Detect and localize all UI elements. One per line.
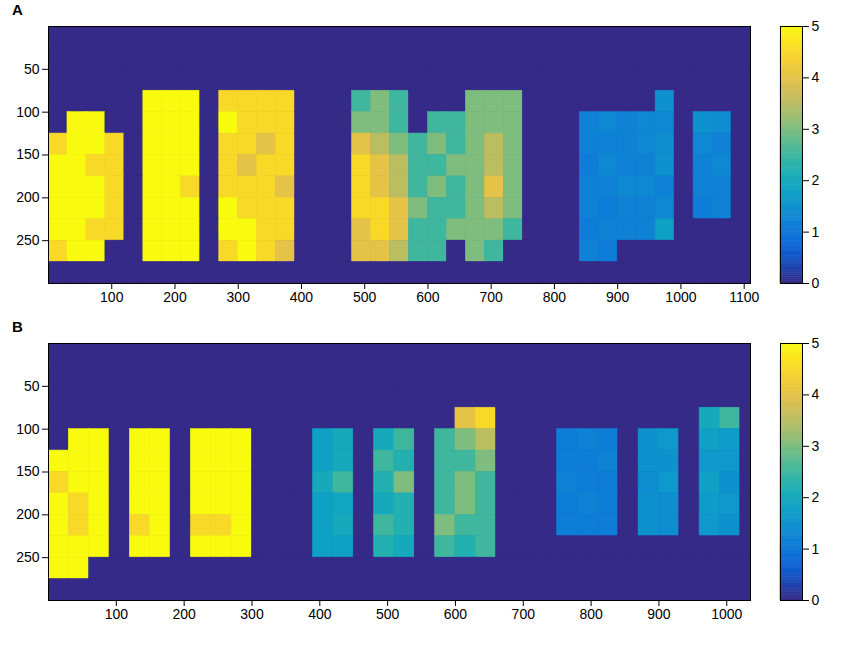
svg-text:150: 150 <box>16 463 40 479</box>
svg-text:900: 900 <box>606 289 630 305</box>
svg-text:100: 100 <box>16 421 40 437</box>
svg-text:600: 600 <box>416 289 440 305</box>
svg-text:150: 150 <box>16 146 40 162</box>
svg-text:0: 0 <box>812 592 820 608</box>
svg-text:1000: 1000 <box>711 606 742 622</box>
svg-text:600: 600 <box>444 606 468 622</box>
svg-text:5: 5 <box>812 18 820 34</box>
svg-text:4: 4 <box>812 69 820 85</box>
svg-text:50: 50 <box>24 378 40 394</box>
svg-text:400: 400 <box>308 606 332 622</box>
html-text:B: B <box>12 318 23 335</box>
svg-text:2: 2 <box>812 172 820 188</box>
svg-text:700: 700 <box>480 289 504 305</box>
svg-text:250: 250 <box>16 549 40 565</box>
svg-text:400: 400 <box>290 289 314 305</box>
svg-text:200: 200 <box>172 606 196 622</box>
svg-text:200: 200 <box>16 506 40 522</box>
svg-text:100: 100 <box>105 606 129 622</box>
svg-text:50: 50 <box>24 61 40 77</box>
svg-text:250: 250 <box>16 232 40 248</box>
svg-text:100: 100 <box>16 104 40 120</box>
svg-text:700: 700 <box>512 606 536 622</box>
svg-text:1: 1 <box>812 224 820 240</box>
svg-text:3: 3 <box>812 121 820 137</box>
svg-text:5: 5 <box>812 335 820 351</box>
svg-text:500: 500 <box>353 289 377 305</box>
svg-text:1000: 1000 <box>665 289 696 305</box>
svg-text:900: 900 <box>647 606 671 622</box>
svg-text:100: 100 <box>100 289 124 305</box>
svg-text:200: 200 <box>163 289 187 305</box>
svg-text:300: 300 <box>240 606 264 622</box>
svg-text:800: 800 <box>579 606 603 622</box>
svg-text:3: 3 <box>812 438 820 454</box>
svg-text:800: 800 <box>543 289 567 305</box>
svg-text:500: 500 <box>376 606 400 622</box>
svg-text:0: 0 <box>812 275 820 291</box>
html-text:A: A <box>12 1 23 18</box>
svg-text:300: 300 <box>227 289 251 305</box>
svg-text:4: 4 <box>812 386 820 402</box>
svg-text:2: 2 <box>812 489 820 505</box>
svg-text:1100: 1100 <box>729 289 759 305</box>
svg-text:1: 1 <box>812 541 820 557</box>
svg-text:200: 200 <box>16 189 40 205</box>
